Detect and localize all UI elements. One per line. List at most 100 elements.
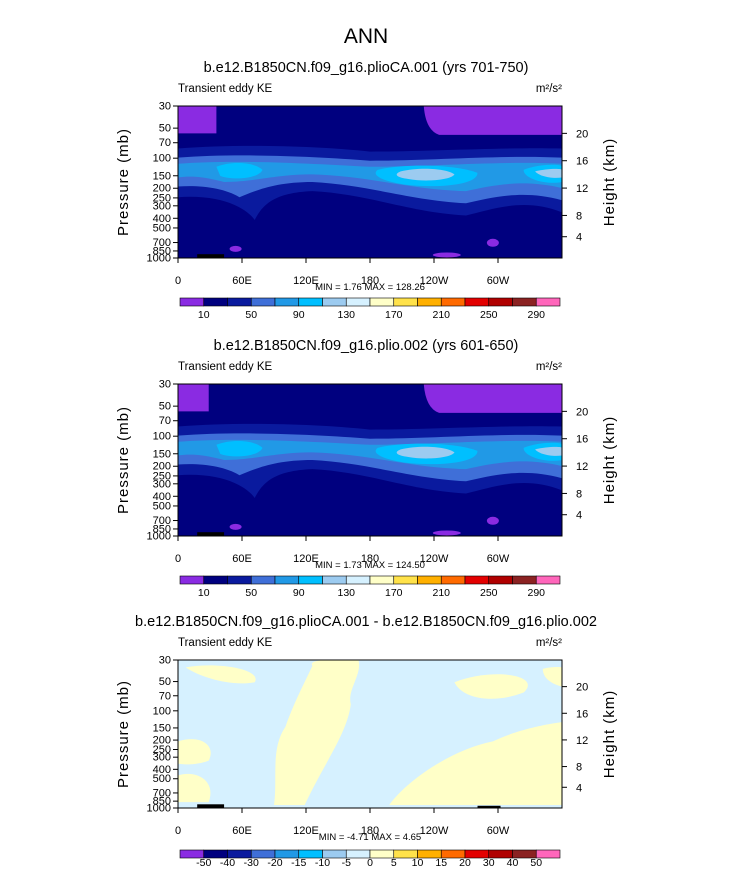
colorbar-label: 210 [432,587,450,599]
xtick-label: 0 [175,553,181,565]
ytick-label: 1000 [147,803,171,815]
colorbar-label: 90 [293,587,305,599]
ytick-label: 150 [153,448,171,460]
y2tick-label: 20 [576,406,588,418]
colorbar-label: 290 [527,587,545,599]
ytick-label: 50 [159,123,171,135]
contour-core-asia [216,163,263,179]
colorbar-label: -15 [291,857,306,869]
ytick-label: 50 [159,676,171,688]
colorbar-swatch [227,575,252,585]
colorbar-label: 40 [507,857,519,869]
contour-positive [185,665,256,684]
contour-lowke-right [423,384,562,413]
colorbar-label: -5 [342,857,351,869]
min-max-stats: MIN = -4.71 MAX = 4.65 [319,832,421,843]
ytick-label: 100 [153,705,171,717]
ytick-label: 30 [159,379,171,391]
ytick-label: 400 [153,764,171,776]
contour-surface-blob [229,245,242,252]
y-axis-label: Pressure (mb) [115,680,132,788]
ytick-label: 300 [153,478,171,490]
ytick-label: 400 [153,213,171,225]
contour-positive [178,773,211,803]
panel-title: b.e12.B1850CN.f09_g16.plioCA.001 - b.e12… [135,614,597,630]
colorbar-label: 50 [245,309,257,321]
y-axis-label: Pressure (mb) [115,406,132,514]
xtick-label: 120W [420,553,449,565]
ytick-label: 150 [153,722,171,734]
panel-units: m²/s² [536,83,562,95]
xtick-label: 120E [293,553,319,565]
colorbar-swatch [179,575,205,585]
colorbar-label: -20 [267,857,282,869]
xtick-label: 180 [361,825,379,837]
y2tick-label: 12 [576,735,588,747]
ytick-label: 200 [153,735,171,747]
colorbar-label: 10 [412,857,424,869]
colorbar-swatch [274,575,300,585]
xtick-label: 180 [361,275,379,287]
colorbar-label: 250 [480,309,498,321]
ytick-label: 100 [153,431,171,443]
xtick-label: 60W [487,275,510,287]
panel-subtitle: Transient eddy KE [178,361,273,373]
ytick-label: 500 [153,500,171,512]
ytick-label: 850 [153,245,171,257]
colorbar-swatch [345,297,371,307]
ytick-label: 700 [153,237,171,249]
colorbar-swatch [464,297,490,307]
ytick-label: 70 [159,690,171,702]
ytick-label: 100 [153,153,171,165]
xtick-label: 120E [293,275,319,287]
contour-core-atlantic-max [535,168,562,178]
xtick-label: 60E [232,553,252,565]
colorbar-swatch [393,297,418,307]
contour-surface-blob [486,238,499,247]
ytick-label: 300 [153,200,171,212]
ytick-label: 30 [159,655,171,667]
xtick-label: 0 [175,825,181,837]
colorbar-label: 90 [293,309,305,321]
ytick-label: 700 [153,515,171,527]
ytick-label: 250 [153,470,171,482]
colorbar-label: 170 [385,587,403,599]
suptitle: ANN [344,25,388,48]
colorbar-swatch [203,297,228,307]
colorbar-swatch [298,297,323,307]
contour-field [178,106,562,258]
colorbar-label: 0 [367,857,373,869]
contour-lowke-right [423,106,562,135]
colorbar-label: 130 [337,587,355,599]
topography [477,805,501,808]
colorbar-swatch [322,575,347,585]
colorbar-label: 10 [198,587,210,599]
colorbar-swatch [440,575,466,585]
ytick-label: 500 [153,773,171,785]
ytick-label: 200 [153,461,171,473]
colorbar-swatch [440,297,466,307]
ytick-label: 250 [153,192,171,204]
ytick-label: 400 [153,491,171,503]
colorbar-swatch [393,575,418,585]
ytick-label: 500 [153,222,171,234]
contour-surface-blob [432,252,461,258]
colorbar-label: 15 [435,857,447,869]
y2-axis-label: Height (km) [601,690,618,779]
colorbar-label: -30 [244,857,259,869]
contour-core-atlantic-max [535,446,562,456]
ytick-label: 200 [153,183,171,195]
topography [197,532,225,536]
ytick-label: 70 [159,415,171,427]
colorbar-label: -10 [315,857,330,869]
panel-2: b.e12.B1850CN.f09_g16.plio.002 (yrs 601-… [115,338,618,599]
colorbar-label: 130 [337,309,355,321]
colorbar-swatch [227,297,252,307]
ytick-label: 150 [153,170,171,182]
colorbar-label: 290 [527,309,545,321]
panel-title: b.e12.B1850CN.f09_g16.plioCA.001 (yrs 70… [204,60,529,76]
colorbar-label: 50 [530,857,542,869]
colorbar-label: -50 [196,857,211,869]
contour-surface-blob [486,516,499,525]
y2tick-label: 8 [576,210,582,222]
